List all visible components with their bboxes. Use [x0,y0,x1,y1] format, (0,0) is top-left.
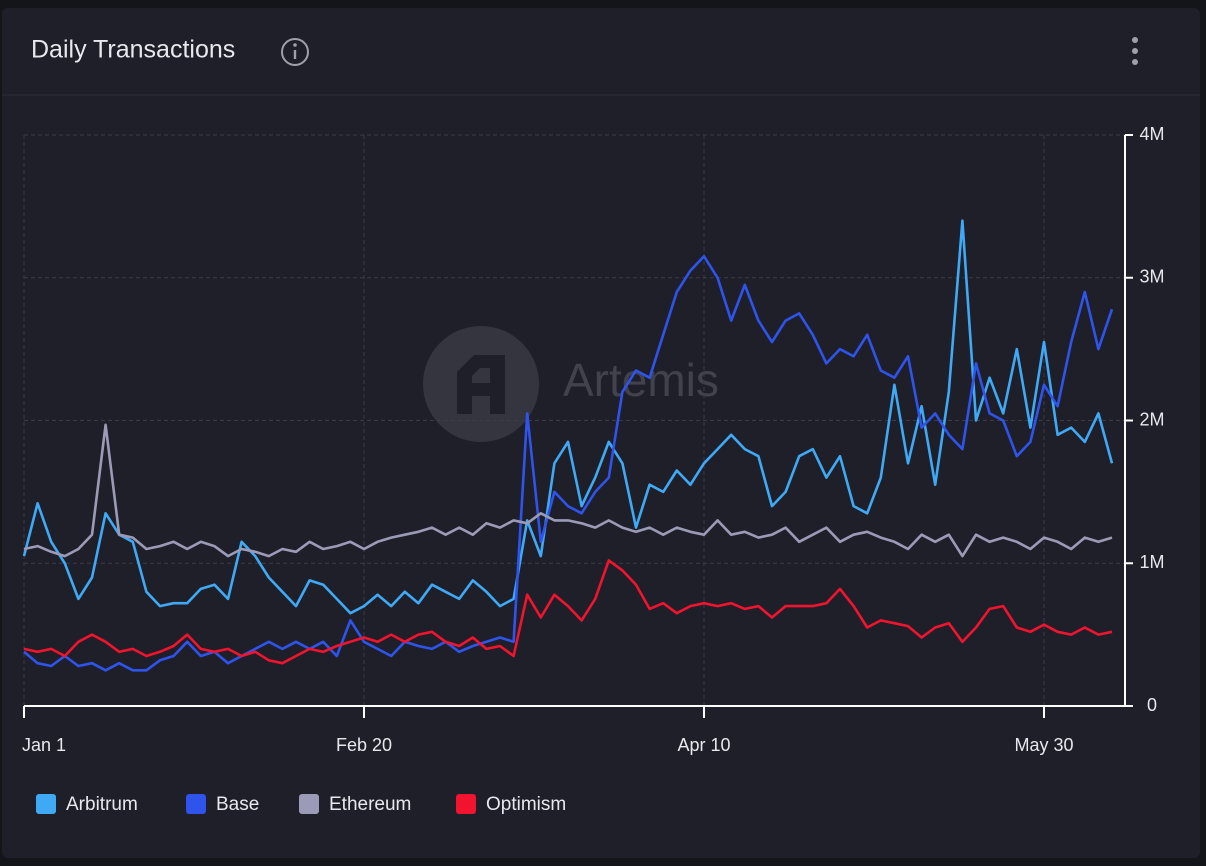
legend-item[interactable]: Optimism [456,794,566,815]
series-line [23,559,1113,665]
legend-label: Optimism [486,794,566,815]
watermark [423,326,539,442]
legend-item[interactable]: Ethereum [299,794,411,815]
watermark-text: Artemis [563,354,719,406]
legend-item[interactable]: Base [186,794,259,815]
x-tick-label: Apr 10 [677,735,730,755]
series-line [23,254,1114,672]
series-line [23,423,1113,558]
chart-title: Daily Transactions [31,36,235,64]
y-tick-label: 3M [1139,267,1164,287]
card [2,8,1200,858]
y-tick-label: 2M [1139,409,1164,429]
y-tick-label: 1M [1139,552,1164,572]
x-tick-label: Feb 20 [336,735,392,755]
x-tick-label: Jan 1 [22,735,66,755]
y-tick-label: 0 [1147,695,1157,715]
legend-swatch [456,794,476,814]
legend-swatch [299,794,319,814]
menu-icon[interactable] [1132,37,1138,65]
legend-swatch [186,794,206,814]
info-icon[interactable] [281,38,309,66]
y-tick-label: 4M [1139,124,1164,144]
legend-label: Ethereum [329,794,411,815]
x-tick-label: May 30 [1014,735,1073,755]
legend-label: Arbitrum [66,794,138,815]
legend-label: Base [216,794,259,815]
legend-swatch [36,794,56,814]
series-line [22,219,1114,615]
legend-item[interactable]: Arbitrum [36,794,138,815]
